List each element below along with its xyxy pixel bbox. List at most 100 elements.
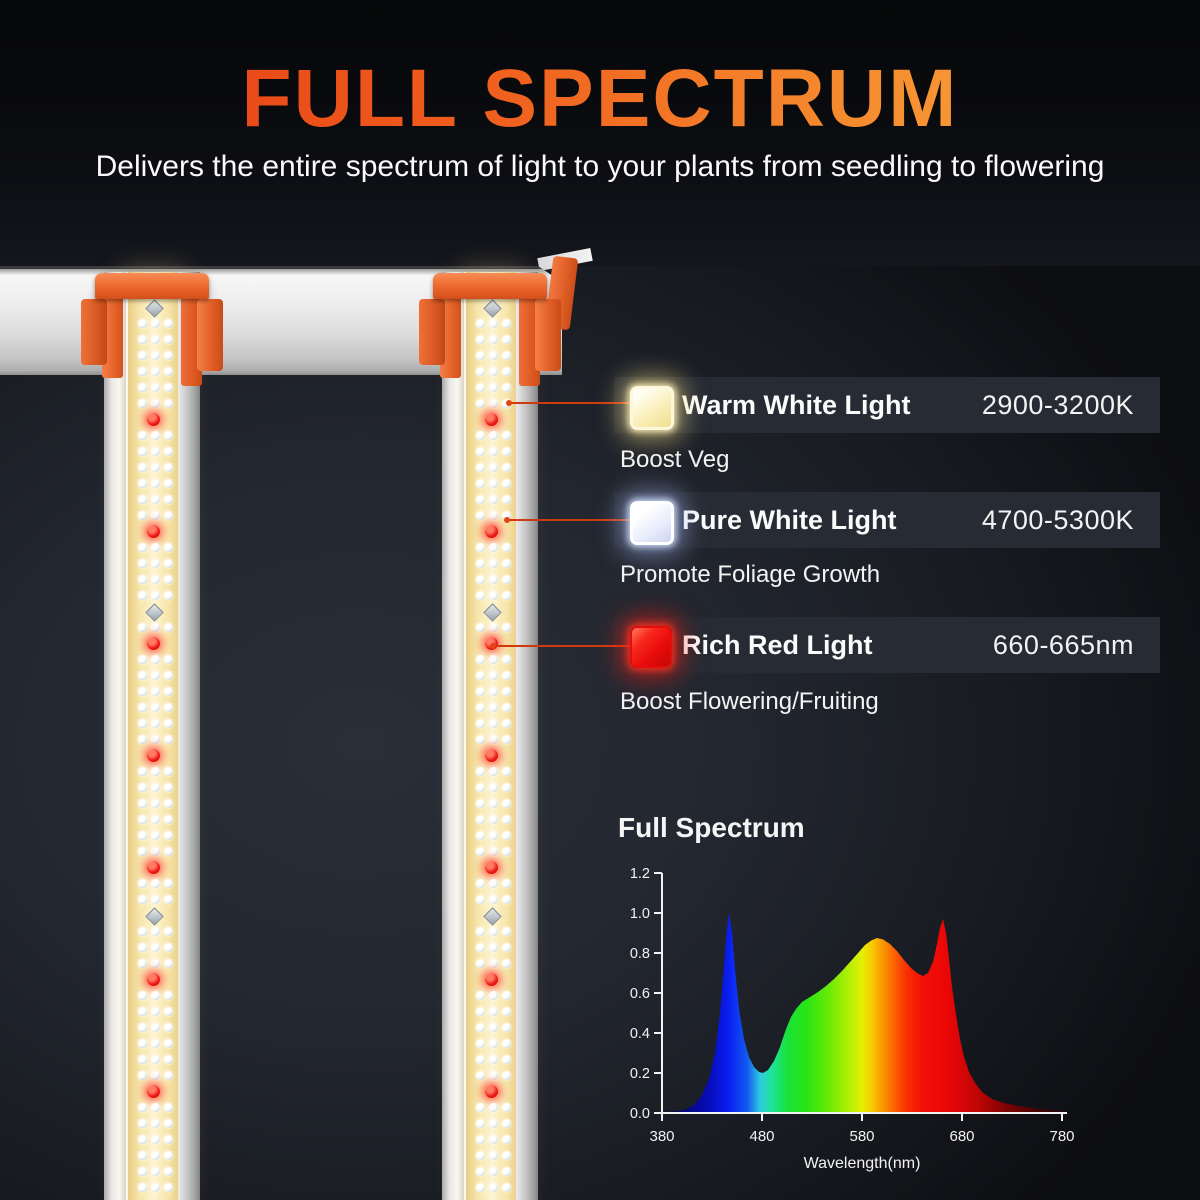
white-led [489, 367, 498, 376]
white-led [476, 591, 485, 600]
white-led [151, 559, 160, 568]
screw-icon [145, 299, 164, 318]
led-row [128, 988, 180, 1004]
white-led [489, 703, 498, 712]
led-row [466, 1020, 518, 1036]
white-led [164, 1183, 173, 1192]
white-led [476, 735, 485, 744]
led-row [128, 396, 180, 412]
white-led [476, 943, 485, 952]
white-led [138, 783, 147, 792]
led-row [466, 348, 518, 364]
red-led [485, 861, 498, 874]
white-led [164, 655, 173, 664]
led-row [128, 684, 180, 700]
white-led [489, 543, 498, 552]
red-led [147, 413, 160, 426]
led-bar-right [419, 272, 561, 1200]
led-row [128, 508, 180, 524]
callout-line-pure [504, 517, 632, 523]
white-led [138, 479, 147, 488]
white-led [502, 1071, 511, 1080]
white-led [164, 383, 173, 392]
white-led [502, 1135, 511, 1144]
white-led [164, 799, 173, 808]
white-led [489, 495, 498, 504]
led-row [466, 444, 518, 460]
white-led [138, 847, 147, 856]
callout-label: Rich Red Light [682, 629, 873, 660]
white-led [489, 767, 498, 776]
led-row [466, 1068, 518, 1084]
white-led [489, 879, 498, 888]
led-row [466, 1100, 518, 1116]
spectrum-curve [662, 913, 1062, 1113]
white-led [151, 655, 160, 664]
white-led [151, 799, 160, 808]
white-led [489, 671, 498, 680]
white-led [164, 1119, 173, 1128]
white-led [502, 815, 511, 824]
white-led [151, 1103, 160, 1112]
led-row [128, 924, 180, 940]
white-led [502, 767, 511, 776]
white-led [138, 831, 147, 840]
led-row [466, 332, 518, 348]
screw-icon [483, 299, 502, 318]
white-led [489, 687, 498, 696]
led-row [466, 956, 518, 972]
led-row [466, 556, 518, 572]
white-led [151, 991, 160, 1000]
white-led [476, 1151, 485, 1160]
white-led [164, 463, 173, 472]
white-led [489, 447, 498, 456]
white-led [138, 927, 147, 936]
white-led [489, 511, 498, 520]
white-led [151, 463, 160, 472]
white-led [138, 575, 147, 584]
white-led [138, 495, 147, 504]
mounting-clip-cap [433, 273, 547, 299]
pure-white-led-icon [630, 501, 674, 545]
led-row [128, 652, 180, 668]
white-led [476, 575, 485, 584]
white-led [138, 447, 147, 456]
led-row [466, 988, 518, 1004]
white-led [164, 927, 173, 936]
white-led [151, 767, 160, 776]
led-row [466, 748, 518, 764]
white-led [164, 1103, 173, 1112]
white-led [502, 655, 511, 664]
white-led [502, 479, 511, 488]
callout-benefit: Promote Foliage Growth [620, 561, 881, 588]
white-led [151, 1039, 160, 1048]
callout-label: Warm White Light [682, 389, 911, 420]
led-row [128, 796, 180, 812]
white-led [489, 719, 498, 728]
white-led [476, 319, 485, 328]
top-shade [0, 0, 1200, 266]
led-row [128, 1004, 180, 1020]
led-row [466, 412, 518, 428]
white-led [151, 1007, 160, 1016]
white-led [476, 895, 485, 904]
led-row [466, 380, 518, 396]
white-led [164, 623, 173, 632]
white-led [476, 1055, 485, 1064]
bar-frame-edge [104, 272, 126, 1200]
white-led [489, 591, 498, 600]
white-led [164, 959, 173, 968]
white-led [476, 927, 485, 936]
white-led [489, 927, 498, 936]
white-led [151, 431, 160, 440]
white-led [476, 783, 485, 792]
led-row [128, 364, 180, 380]
led-row [128, 812, 180, 828]
white-led [502, 831, 511, 840]
mounting-clip-strip [102, 280, 123, 378]
white-led [502, 1103, 511, 1112]
white-led [502, 703, 511, 712]
led-row [128, 556, 180, 572]
white-led [476, 1119, 485, 1128]
white-led [502, 559, 511, 568]
